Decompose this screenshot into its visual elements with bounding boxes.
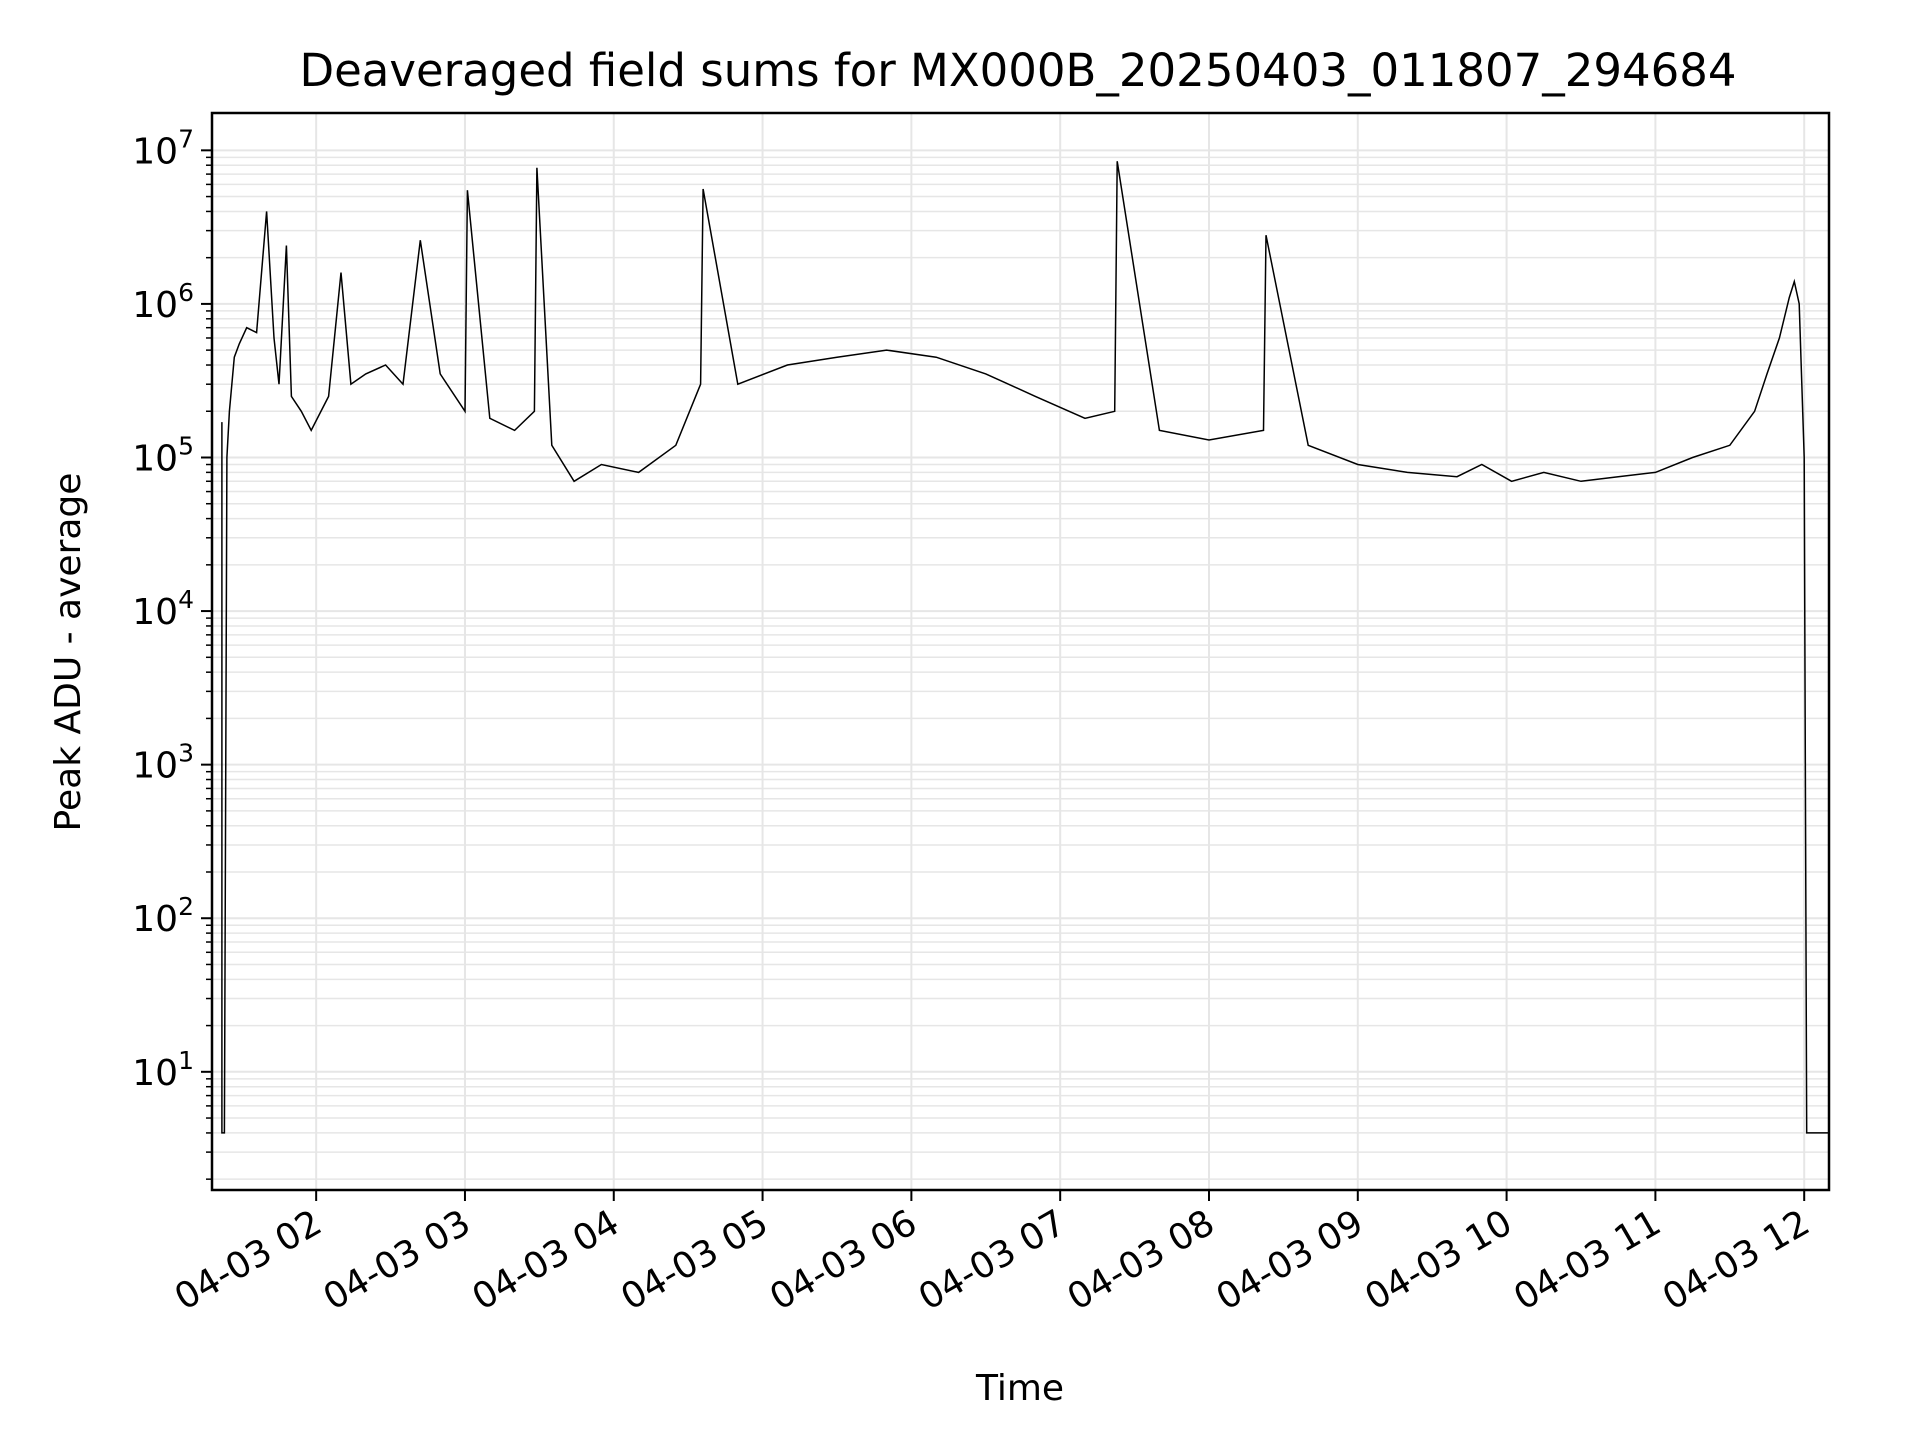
chart-title: Deaveraged field sums for MX000B_2025040… [299,44,1736,97]
x-tick-label: 04-03 07 [912,1202,1073,1318]
x-tick-label: 04-03 06 [763,1202,924,1318]
x-tick-label: 04-03 05 [614,1202,775,1318]
x-tick-label: 04-03 08 [1061,1202,1222,1318]
series-layer [221,161,1829,1134]
y-tick-label: 106 [132,278,194,326]
y-tick-label: 107 [132,124,194,172]
y-tick-label: 103 [132,739,194,787]
y-tick-label: 105 [132,431,194,479]
grid [212,113,1829,1190]
y-axis: 101 102 103 104 105 106 107 [132,124,212,1180]
x-tick-label: 04-03 12 [1656,1202,1817,1318]
y-tick-label: 102 [132,892,194,940]
y-tick-label: 101 [132,1046,194,1094]
x-tick-label: 04-03 10 [1358,1202,1519,1318]
x-tick-label: 04-03 03 [317,1202,478,1318]
plot-frame [210,111,1831,1192]
x-tick-label: 04-03 11 [1507,1202,1668,1318]
x-tick-label: 04-03 02 [168,1202,329,1318]
x-axis-label: Time [975,1368,1064,1409]
y-tick-label: 104 [132,585,194,633]
x-tick-label: 04-03 09 [1210,1202,1371,1318]
x-tick-label: 04-03 04 [466,1202,627,1318]
series-line [221,161,1829,1134]
y-axis-label: Peak ADU - average [48,473,89,832]
